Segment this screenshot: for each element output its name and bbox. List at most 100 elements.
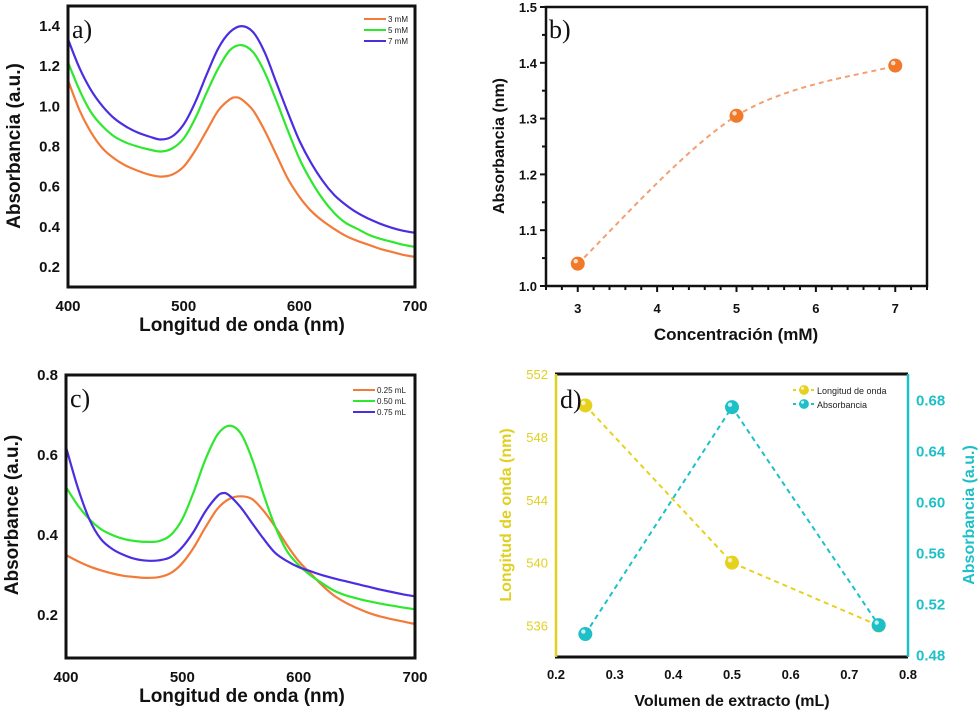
panel-b-point-2: [888, 58, 903, 73]
panel-c-series-2-line: [64, 446, 416, 598]
panel-b-ytick-label-4: 1.4: [519, 56, 538, 71]
panel-d-legend-label-0: Longitud de onda: [817, 386, 887, 396]
panel-d-xtick-label-5: 0.7: [840, 667, 858, 682]
panel-b-xtick-label-2: 5: [733, 301, 740, 316]
panel-d-series-1-point-0: [578, 627, 593, 642]
panel-b-ticks: 3 4 5 6 7 1.0 1.1 1.2 1.3 1.4 1.5: [519, 0, 928, 316]
panel-c-label: c): [70, 384, 90, 413]
panel-b-ytick-label-2: 1.2: [519, 167, 537, 182]
panel-d-legend-marker-1-body: [799, 399, 809, 409]
panel-a-ticks: 400 500 600 700 0.2 0.4 0.6 0.8 1.0 1.2 1.4: [39, 18, 427, 315]
panel-a-legend-label-0: 3 mM: [388, 15, 408, 24]
panel-a-ytick-label-5: 1.2: [39, 58, 60, 75]
panel-b-point-1: [729, 108, 744, 123]
panel-a-legend-label-1: 5 mM: [388, 26, 408, 35]
panel-b-ylabel: Absorbancia (nm): [491, 78, 508, 214]
panel-a-frame: [66, 4, 417, 289]
panel-b-frame: [544, 5, 929, 288]
panel-a-legend-label-2: 7 mM: [388, 37, 408, 46]
panel-c-xtick-label-3: 700: [402, 669, 427, 686]
panel-d-series-0-point-1-body: [725, 555, 739, 570]
panel-c-legend: 0.25 mL 0.50 mL 0.75 mL: [353, 386, 406, 417]
panel-a-series-2-line: [66, 24, 416, 234]
panel-a-ytick-label-6: 1.4: [39, 18, 61, 35]
panel-b-xtick-label-4: 7: [892, 301, 899, 316]
panel-d-series-group: [578, 398, 886, 642]
panel-d-series-0-point-0-highlight: [581, 400, 586, 406]
panel-a-series-0-line: [66, 79, 416, 258]
panel-b-point-1-body: [729, 108, 744, 123]
panel-a-xtick-label-1: 500: [171, 298, 196, 315]
panel-a-ytick-label-1: 0.4: [39, 219, 61, 236]
panel-a-series-group: [66, 24, 416, 258]
panel-a-series-1-line: [66, 43, 416, 248]
panel-d-series-1-line: [584, 405, 880, 635]
panel-d-series-0-point-0: [578, 398, 593, 413]
panel-d-series-1-point-2-highlight: [874, 620, 879, 625]
panel-a-ylabel: Absorbancia (a.u.): [4, 63, 25, 229]
panel-d-chart: 0.2 0.3 0.4 0.5 0.6 0.7 0.8 536 540 544 548 552 0.48…: [498, 367, 978, 710]
panel-d-series-1-point-1-highlight: [727, 402, 733, 407]
panel-d-legend-marker-1-highlight: [801, 400, 805, 404]
panel-a-xtick-label-3: 700: [402, 298, 427, 315]
panel-a-xlabel: Longitud de onda (nm): [139, 315, 345, 336]
panel-d-xtick-label-1: 0.3: [606, 667, 624, 682]
panel-d-legend-marker-0-body: [799, 385, 809, 395]
panel-d-xtick-label-3: 0.5: [723, 667, 741, 682]
panel-a-legend: 3 mM 5 mM 7 mM: [364, 15, 408, 46]
panel-d-xtick-label-0: 0.2: [547, 667, 565, 682]
panel-b-point-1-highlight: [732, 111, 737, 116]
panel-d-legend-marker-0: [799, 385, 809, 395]
panel-d-legend: Longitud de onda Absorbancia: [793, 385, 887, 410]
panel-d-ylabel-left: Longitud de onda (nm): [498, 428, 515, 601]
panel-b-point-0: [570, 256, 585, 271]
panel-b-point-2-body: [888, 58, 903, 73]
panel-d-ytick-right-label-1: 0.52: [916, 596, 945, 613]
panel-c-legend-label-1: 0.50 mL: [377, 397, 406, 406]
panel-b-ytick-label-5: 1.5: [519, 0, 537, 15]
panel-b-xtick-label-3: 6: [812, 301, 819, 316]
panel-b-point-0-body: [570, 256, 585, 271]
panel-a-chart: 400 500 600 700 0.2 0.4 0.6 0.8 1.0 1.2 1.4 a) Lon…: [4, 4, 428, 336]
panel-d-ytick-right-label-3: 0.60: [916, 494, 945, 511]
panel-a-ytick-label-4: 1.0: [39, 98, 60, 115]
panel-c-series-0-line: [65, 495, 416, 626]
panel-b-series-group: [570, 58, 903, 271]
panel-d-ytick-right-label-5: 0.68: [916, 392, 945, 409]
panel-d-series-1-point-0-highlight: [581, 629, 586, 634]
panel-d-ytick-left-label-4: 552: [526, 367, 548, 382]
panel-b-xlabel: Concentración (mM): [654, 325, 818, 344]
panel-d-series-1-point-1-body: [725, 400, 739, 415]
panel-d-series-0-line: [584, 404, 880, 627]
panel-d-series-1-point-2-body: [871, 618, 886, 633]
panel-c-ytick-label-1: 0.4: [37, 527, 59, 544]
panel-d-ytick-left-label-0: 536: [526, 619, 548, 634]
panel-c-legend-label-2: 0.75 mL: [377, 408, 406, 417]
panel-c-chart: 400 500 600 700 0.2 0.4 0.6 0.8 c) Longitud de …: [2, 367, 428, 707]
panel-d-ylabel-right: Absorbancia (a.u.): [961, 445, 978, 585]
panel-a-ytick-label-0: 0.2: [39, 259, 60, 276]
panel-c-ylabel: Absorbance (a.u.): [2, 435, 23, 595]
panel-d-legend-label-1: Absorbancia: [817, 400, 867, 410]
panel-d-legend-marker-1: [799, 399, 809, 409]
panel-d-xtick-label-4: 0.6: [782, 667, 800, 682]
panel-b-xtick-label-1: 4: [654, 301, 662, 316]
panel-b-ytick-label-1: 1.1: [519, 223, 537, 238]
panel-d-ytick-right-label-0: 0.48: [916, 647, 945, 664]
panel-d-legend-marker-0-highlight: [801, 386, 805, 390]
panel-b-series-line: [577, 64, 896, 265]
panel-d-ytick-left-label-2: 544: [526, 493, 548, 508]
panel-d-ytick-right-label-4: 0.64: [916, 443, 946, 460]
panel-d-ytick-left-label-1: 540: [526, 556, 548, 571]
panel-a-xtick-label-0: 400: [55, 298, 80, 315]
panel-b-xtick-label-0: 3: [574, 301, 581, 316]
panel-d-series-1-point-0-body: [578, 627, 593, 642]
panel-d-ytick-right-label-2: 0.56: [916, 545, 945, 562]
panel-c-xtick-label-0: 400: [53, 669, 78, 686]
panel-b-label: b): [549, 15, 571, 44]
panel-c-series-group: [64, 424, 416, 626]
panel-d-xtick-label-2: 0.4: [664, 667, 683, 682]
panel-c-ytick-label-3: 0.8: [37, 367, 58, 384]
panel-a-label: a): [72, 15, 92, 44]
